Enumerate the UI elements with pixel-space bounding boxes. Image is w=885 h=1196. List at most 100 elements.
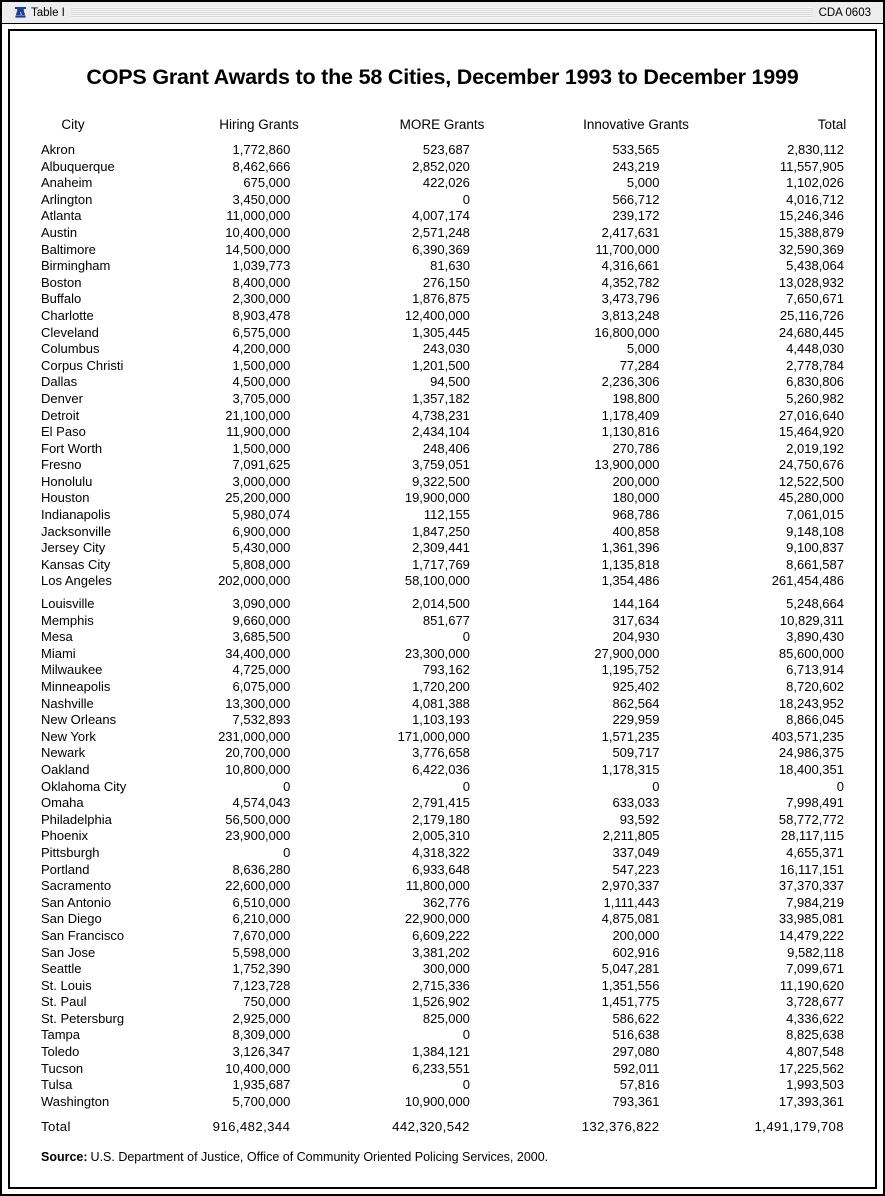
table-row: San Antonio 6,510,000 362,776 1,111,443 … bbox=[10, 895, 875, 912]
more-grants-cell: 4,318,322 bbox=[412, 844, 470, 860]
hiring-grants-cell: 10,400,000 bbox=[225, 224, 291, 240]
totals-label: Total bbox=[41, 1119, 71, 1135]
innovative-grants-cell: 592,011 bbox=[613, 1060, 660, 1076]
more-grants-cell: 1,384,121 bbox=[412, 1044, 470, 1060]
window-code-badge: CDA 0603 bbox=[812, 2, 877, 23]
more-grants-cell: 112,155 bbox=[423, 507, 470, 523]
table-row: Washington 5,700,000 10,900,000 793,361 … bbox=[10, 1094, 875, 1111]
total-cell: 18,243,952 bbox=[778, 695, 844, 711]
table-row: Indianapolis 5,980,074 112,155 968,786 7… bbox=[10, 507, 875, 524]
column-header-innovative: Innovative Grants bbox=[583, 117, 689, 132]
more-grants-cell: 1,357,182 bbox=[412, 390, 470, 406]
total-cell: 17,225,562 bbox=[778, 1060, 844, 1076]
table-row: Sacramento 22,600,000 11,800,000 2,970,3… bbox=[10, 878, 875, 895]
table-row: Los Angeles 202,000,000 58,100,000 1,354… bbox=[10, 573, 875, 590]
hiring-grants-cell: 7,123,728 bbox=[232, 977, 291, 993]
total-cell: 4,655,371 bbox=[786, 844, 844, 860]
totals-row: Total 916,482,344 442,320,542 132,376,82… bbox=[10, 1118, 875, 1135]
total-cell: 2,778,784 bbox=[786, 357, 844, 373]
hiring-grants-cell: 14,500,000 bbox=[225, 241, 291, 257]
hiring-grants-cell: 5,980,074 bbox=[232, 507, 291, 523]
more-grants-cell: 2,791,415 bbox=[412, 795, 470, 811]
more-grants-cell: 1,526,902 bbox=[412, 994, 470, 1010]
total-cell: 24,986,375 bbox=[778, 745, 844, 761]
source-label: Source: bbox=[41, 1150, 88, 1165]
hiring-grants-cell: 2,300,000 bbox=[232, 291, 291, 307]
innovative-grants-cell: 3,473,796 bbox=[601, 291, 660, 307]
table-row: Honolulu 3,000,000 9,322,500 200,000 12,… bbox=[10, 474, 875, 491]
hiring-grants-cell: 4,200,000 bbox=[232, 341, 291, 357]
column-header-more: MORE Grants bbox=[399, 117, 485, 132]
hiring-grants-cell: 2,925,000 bbox=[232, 1010, 291, 1026]
hiring-grants-cell: 22,600,000 bbox=[225, 878, 291, 894]
hiring-grants-cell: 7,670,000 bbox=[232, 927, 291, 943]
table-row: Jacksonville 6,900,000 1,847,250 400,858… bbox=[10, 524, 875, 541]
table-row: Akron 1,772,860 523,687 533,565 2,830,11… bbox=[10, 142, 875, 159]
total-cell: 7,099,671 bbox=[786, 961, 844, 977]
table-row: New York 231,000,000 171,000,000 1,571,2… bbox=[10, 729, 875, 746]
hiring-grants-cell: 6,900,000 bbox=[232, 523, 291, 539]
hiring-grants-cell: 25,200,000 bbox=[225, 490, 291, 506]
table-content-box: COPS Grant Awards to the 58 Cities, Dece… bbox=[8, 29, 877, 1189]
city-cell: Omaha bbox=[41, 795, 84, 811]
total-cell: 2,019,192 bbox=[786, 440, 844, 456]
table-row: Milwaukee 4,725,000 793,162 1,195,752 6,… bbox=[10, 662, 875, 679]
table-row: Albuquerque 8,462,666 2,852,020 243,219 … bbox=[10, 159, 875, 176]
innovative-grants-cell: 317,634 bbox=[612, 612, 660, 628]
table-row: Houston 25,200,000 19,900,000 180,000 45… bbox=[10, 490, 875, 507]
more-grants-cell: 9,322,500 bbox=[412, 473, 470, 489]
total-cell: 4,336,622 bbox=[786, 1010, 844, 1026]
table-row: Philadelphia 56,500,000 2,179,180 93,592… bbox=[10, 812, 875, 829]
table-row: Fort Worth 1,500,000 248,406 270,786 2,0… bbox=[10, 441, 875, 458]
city-cell: Baltimore bbox=[41, 241, 96, 257]
total-cell: 11,190,620 bbox=[779, 977, 844, 993]
table-row: Buffalo 2,300,000 1,876,875 3,473,796 7,… bbox=[10, 291, 875, 308]
innovative-grants-cell: 1,135,818 bbox=[601, 556, 660, 572]
innovative-grants-cell: 1,111,443 bbox=[603, 894, 660, 910]
more-grants-cell: 0 bbox=[462, 629, 470, 645]
hiring-grants-cell: 11,900,000 bbox=[226, 424, 291, 440]
table-row: Austin 10,400,000 2,571,248 2,417,631 15… bbox=[10, 225, 875, 242]
window-titlebar[interactable]: Table I CDA 0603 bbox=[2, 2, 883, 24]
total-cell: 3,890,430 bbox=[786, 629, 844, 645]
innovative-grants-cell: 77,284 bbox=[619, 357, 660, 373]
total-cell: 7,061,015 bbox=[786, 507, 844, 523]
total-cell: 58,772,772 bbox=[778, 811, 844, 827]
table-row: Fresno 7,091,625 3,759,051 13,900,000 24… bbox=[10, 457, 875, 474]
city-cell: San Francisco bbox=[41, 927, 125, 943]
column-header-hiring: Hiring Grants bbox=[219, 117, 299, 132]
hiring-grants-cell: 3,090,000 bbox=[232, 596, 291, 612]
total-cell: 8,825,638 bbox=[786, 1027, 844, 1043]
table-row: San Jose 5,598,000 3,381,202 602,916 9,5… bbox=[10, 945, 875, 962]
innovative-grants-cell: 2,236,306 bbox=[601, 374, 660, 390]
table-row: St. Paul 750,000 1,526,902 1,451,775 3,7… bbox=[10, 994, 875, 1011]
city-cell: Houston bbox=[41, 490, 90, 506]
city-cell: Fort Worth bbox=[41, 440, 103, 456]
more-grants-cell: 6,422,036 bbox=[412, 761, 470, 777]
innovative-grants-cell: 793,361 bbox=[612, 1093, 660, 1109]
innovative-grants-cell: 13,900,000 bbox=[594, 457, 660, 473]
city-cell: Charlotte bbox=[41, 307, 94, 323]
city-cell: Indianapolis bbox=[41, 507, 111, 523]
total-cell: 7,998,491 bbox=[786, 795, 844, 811]
table-row: Atlanta 11,000,000 4,007,174 239,172 15,… bbox=[10, 208, 875, 225]
innovative-grants-cell: 1,571,235 bbox=[601, 728, 660, 744]
city-cell: Tulsa bbox=[41, 1077, 73, 1093]
more-grants-cell: 58,100,000 bbox=[404, 573, 470, 589]
total-cell: 8,661,587 bbox=[786, 556, 844, 572]
city-cell: San Antonio bbox=[41, 894, 112, 910]
innovative-grants-cell: 144,164 bbox=[612, 596, 660, 612]
hiring-grants-cell: 20,700,000 bbox=[225, 745, 291, 761]
city-cell: Minneapolis bbox=[41, 679, 111, 694]
city-cell: Tampa bbox=[41, 1027, 81, 1043]
more-grants-cell: 851,677 bbox=[422, 612, 470, 628]
innovative-grants-cell: 198,800 bbox=[612, 390, 660, 406]
city-cell: Akron bbox=[41, 142, 75, 157]
hiring-grants-cell: 8,903,478 bbox=[232, 307, 291, 323]
more-grants-cell: 243,030 bbox=[422, 341, 470, 357]
innovative-grants-cell: 1,451,775 bbox=[601, 994, 660, 1010]
more-grants-cell: 94,500 bbox=[430, 374, 470, 390]
more-grants-cell: 0 bbox=[462, 191, 470, 207]
total-cell: 8,720,602 bbox=[786, 679, 844, 694]
table-row: Omaha 4,574,043 2,791,415 633,033 7,998,… bbox=[10, 795, 875, 812]
